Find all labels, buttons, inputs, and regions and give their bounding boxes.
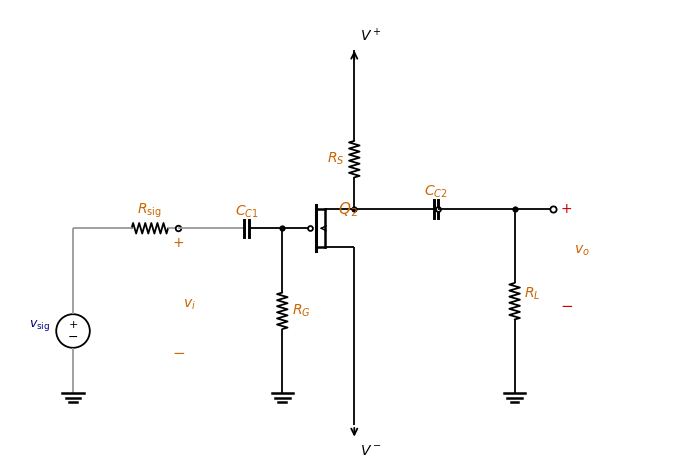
Text: $R_S$: $R_S$ bbox=[327, 151, 345, 167]
Text: $C_{C1}$: $C_{C1}$ bbox=[235, 203, 259, 219]
Text: +: + bbox=[68, 320, 78, 330]
Text: +: + bbox=[561, 202, 572, 216]
Text: $V^+$: $V^+$ bbox=[360, 27, 381, 44]
Text: $R_\mathrm{sig}$: $R_\mathrm{sig}$ bbox=[138, 201, 162, 219]
Text: $R_L$: $R_L$ bbox=[524, 285, 541, 302]
Text: −: − bbox=[561, 298, 574, 313]
Text: +: + bbox=[173, 236, 184, 250]
Text: $v_\mathrm{sig}$: $v_\mathrm{sig}$ bbox=[29, 318, 50, 333]
Text: $v_o$: $v_o$ bbox=[574, 243, 590, 258]
Text: $R_G$: $R_G$ bbox=[292, 303, 311, 319]
Text: −: − bbox=[172, 345, 185, 360]
Text: −: − bbox=[68, 331, 78, 344]
Text: $v_i$: $v_i$ bbox=[184, 298, 196, 312]
Text: $C_{C2}$: $C_{C2}$ bbox=[424, 184, 448, 200]
Text: $Q_2$: $Q_2$ bbox=[338, 200, 358, 219]
Text: $V^-$: $V^-$ bbox=[360, 444, 381, 458]
